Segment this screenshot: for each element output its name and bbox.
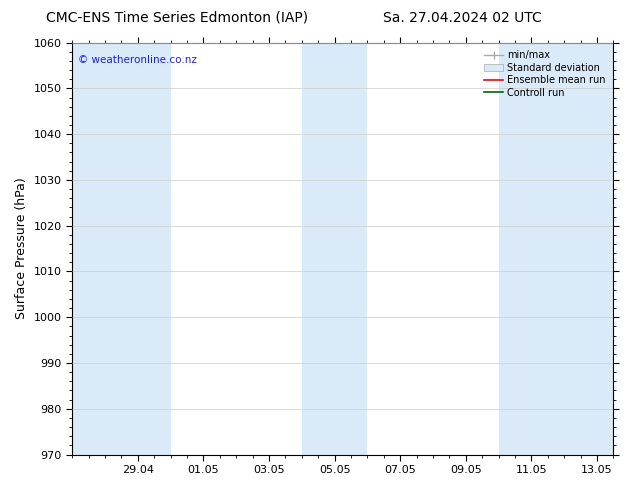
Legend: min/max, Standard deviation, Ensemble mean run, Controll run: min/max, Standard deviation, Ensemble me…	[481, 48, 609, 100]
Bar	[564, 43, 614, 455]
Text: © weatheronline.co.nz: © weatheronline.co.nz	[77, 55, 197, 65]
Bar	[72, 43, 105, 455]
Y-axis label: Surface Pressure (hPa): Surface Pressure (hPa)	[15, 178, 28, 319]
Text: CMC-ENS Time Series Edmonton (IAP): CMC-ENS Time Series Edmonton (IAP)	[46, 11, 309, 25]
Bar	[498, 43, 564, 455]
Bar	[105, 43, 171, 455]
Text: Sa. 27.04.2024 02 UTC: Sa. 27.04.2024 02 UTC	[384, 11, 542, 25]
Bar	[302, 43, 367, 455]
